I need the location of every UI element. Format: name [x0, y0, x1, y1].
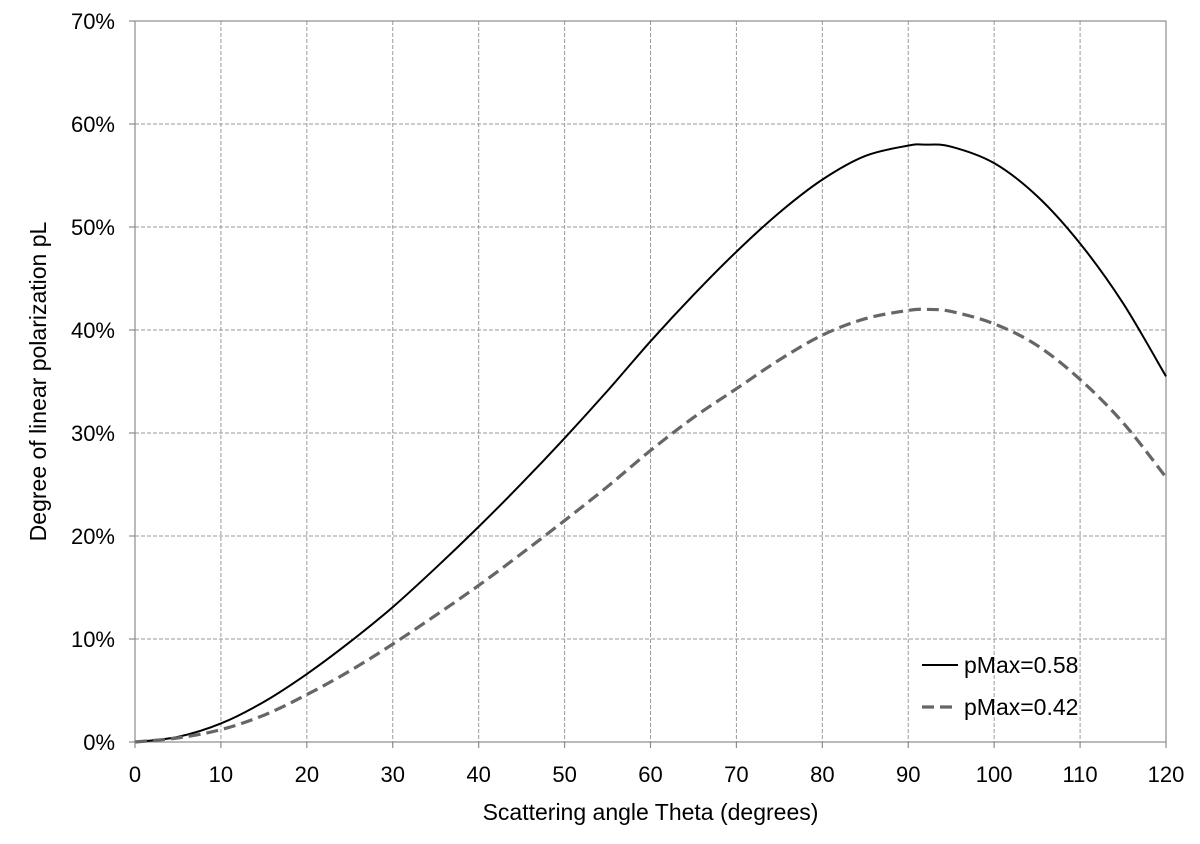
- y-axis-title: Degree of linear polarization pL: [25, 221, 51, 541]
- x-tick-label: 0: [129, 762, 141, 787]
- x-tick-label: 10: [209, 762, 233, 787]
- x-tick-label: 40: [466, 762, 490, 787]
- legend: pMax=0.58 pMax=0.42: [922, 652, 1078, 720]
- x-tick-label: 120: [1148, 762, 1185, 787]
- x-axis-title: Scattering angle Theta (degrees): [483, 799, 819, 825]
- y-tick-label: 20%: [71, 524, 115, 549]
- y-tick-label: 50%: [71, 215, 115, 240]
- y-tick-label: 40%: [71, 318, 115, 343]
- y-tick-label: 10%: [71, 627, 115, 652]
- x-tick-label: 60: [638, 762, 662, 787]
- x-tick-label: 80: [810, 762, 834, 787]
- y-tick-label: 60%: [71, 112, 115, 137]
- x-tick-label: 70: [724, 762, 748, 787]
- series-line-2: [134, 307, 1168, 744]
- y-tick-label: 70%: [71, 9, 115, 34]
- x-axis-ticks: 0 10 20 30 40 50 60 70 80 90 100 110 120: [129, 742, 1184, 787]
- y-axis-ticks: 0% 10% 20% 30% 40% 50% 60% 70%: [71, 9, 135, 755]
- x-tick-label: 30: [381, 762, 405, 787]
- x-tick-label: 50: [552, 762, 576, 787]
- x-tick-label: 20: [295, 762, 319, 787]
- y-tick-label: 30%: [71, 421, 115, 446]
- legend-label: pMax=0.42: [964, 694, 1078, 720]
- legend-label: pMax=0.58: [964, 652, 1078, 678]
- x-tick-label: 100: [976, 762, 1013, 787]
- x-tick-label: 110: [1063, 762, 1098, 787]
- series-line-1: [134, 143, 1167, 743]
- y-tick-label: 0%: [83, 730, 115, 755]
- series-layer: [134, 143, 1168, 744]
- x-tick-label: 90: [896, 762, 920, 787]
- grid: [135, 21, 1166, 742]
